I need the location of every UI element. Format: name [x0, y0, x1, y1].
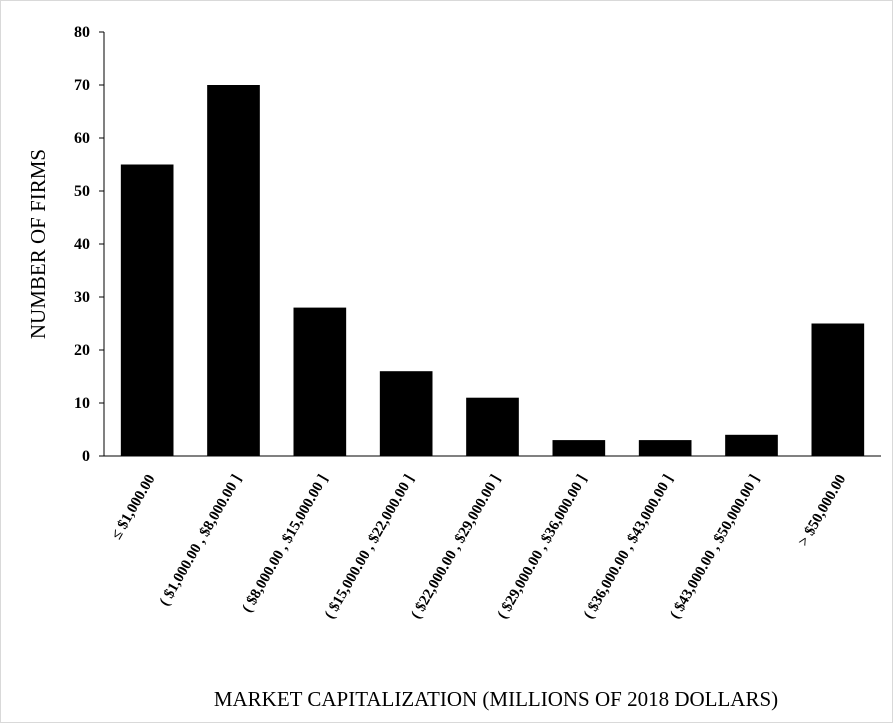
bar: [466, 397, 519, 456]
bar: [811, 323, 865, 456]
y-tick-label: 40: [74, 236, 90, 253]
y-axis-ticks: 0 10 20 30 40 50 60 70 80: [74, 24, 104, 465]
bar: [120, 164, 174, 456]
y-tick-label: 20: [74, 342, 90, 359]
y-tick-label: 10: [74, 395, 90, 412]
y-axis-title: NUMBER OF FIRMS: [26, 149, 50, 339]
bar: [725, 434, 778, 456]
y-tick-label: 70: [74, 77, 90, 94]
x-axis-title: MARKET CAPITALIZATION (MILLIONS OF 2018 …: [214, 687, 778, 711]
y-tick-label: 50: [74, 183, 90, 200]
x-tick-label: ( $29,000.00 , $36,000.00 ]: [495, 472, 591, 622]
bar: [638, 440, 692, 456]
x-tick-label: ( $1,000.00 , $8,000.00 ]: [157, 472, 245, 609]
x-tick-label: ( $43,000.00 , $50,000.00 ]: [667, 472, 763, 622]
x-tick-label: ( $15,000.00 , $22,000.00 ]: [322, 472, 418, 622]
bar: [293, 307, 347, 456]
x-tick-label: ( $8,000.00 , $15,000.00 ]: [239, 472, 331, 615]
bar: [379, 371, 433, 456]
x-tick-label: > $50,000.00: [796, 472, 850, 549]
x-tick-label: ( $36,000.00 , $43,000.00 ]: [581, 472, 677, 622]
x-axis-tick-labels: ≤ $1,000.00( $1,000.00 , $8,000.00 ]( $8…: [109, 472, 850, 622]
y-tick-label: 60: [74, 130, 90, 147]
y-tick-label: 0: [82, 448, 90, 465]
x-tick-label: ( $22,000.00 , $29,000.00 ]: [408, 472, 504, 622]
bar: [207, 85, 260, 456]
bars: [120, 85, 865, 456]
bar: [552, 440, 606, 456]
y-tick-label: 80: [74, 24, 90, 41]
y-tick-label: 30: [74, 289, 90, 306]
x-tick-label: ≤ $1,000.00: [109, 472, 159, 542]
